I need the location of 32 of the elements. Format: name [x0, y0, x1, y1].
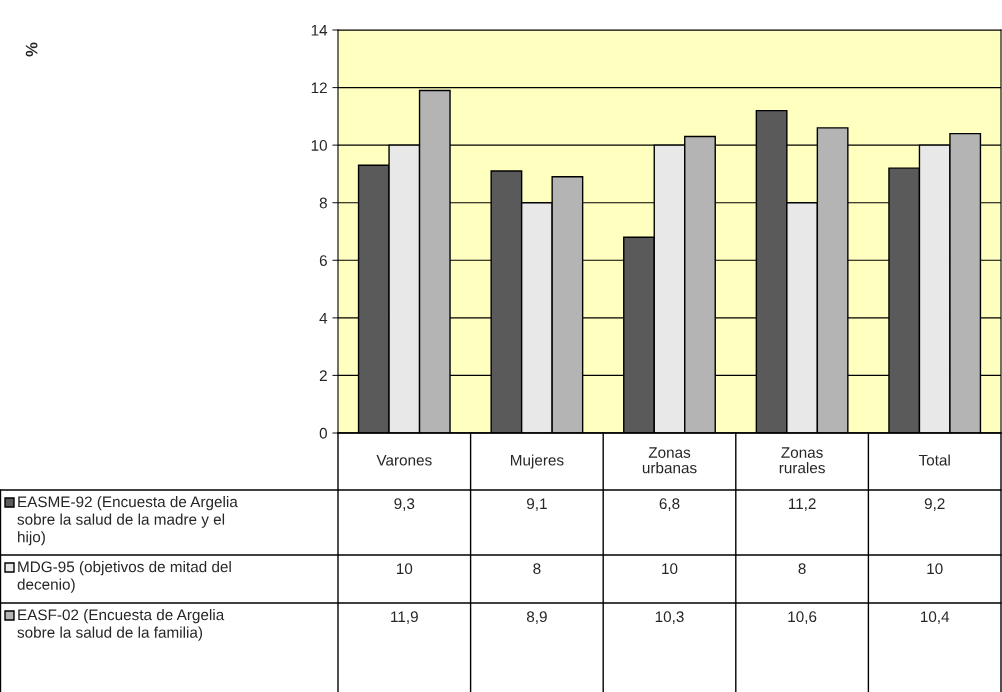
data-label: 8	[533, 563, 541, 575]
x-tick-label: Total	[918, 454, 950, 466]
y-tick-label: 10	[311, 140, 327, 151]
x-tick-label: Mujeres	[510, 454, 564, 469]
y-tick-label: 4	[319, 312, 328, 324]
data-label: 8,9	[526, 611, 547, 624]
data-label: 9,3	[394, 498, 415, 511]
y-tick-label: 6	[319, 255, 327, 266]
data-label: 10,3	[655, 611, 684, 624]
legend-label: EASF-02 (Encuesta de Argelia sobre la salud de la familia)	[17, 609, 225, 641]
data-label: 11,2	[788, 498, 816, 511]
data-label: 10	[662, 563, 678, 575]
x-tick-label: Varones	[376, 454, 432, 466]
data-label: 10	[927, 563, 943, 575]
y-tick-label: 0	[319, 427, 327, 439]
x-tick-label: Zonas rurales	[779, 447, 825, 474]
data-label: 10,6	[788, 611, 817, 624]
legend-label: EASME-92 (Encuesta de Argelia sobre la salud de la madre y el hijo)	[17, 496, 238, 546]
text: %	[25, 42, 38, 57]
data-label: 8	[798, 563, 806, 575]
data-label: 9,1	[527, 498, 547, 511]
y-tick-label: 8	[319, 197, 327, 209]
y-tick-label: 2	[319, 370, 327, 381]
y-tick-label: 14	[311, 25, 328, 36]
x-tick-label: Zonas urbanas	[642, 447, 697, 474]
legend-label: MDG-95 (objetivos de mitad del decenio)	[17, 561, 231, 593]
data-label: 10	[396, 563, 413, 575]
data-label: 11,9	[391, 611, 418, 624]
y-tick-label: 12	[311, 82, 327, 94]
data-label: 9,2	[924, 498, 945, 511]
data-label: 6,8	[659, 498, 680, 511]
data-label: 10,4	[921, 611, 950, 624]
